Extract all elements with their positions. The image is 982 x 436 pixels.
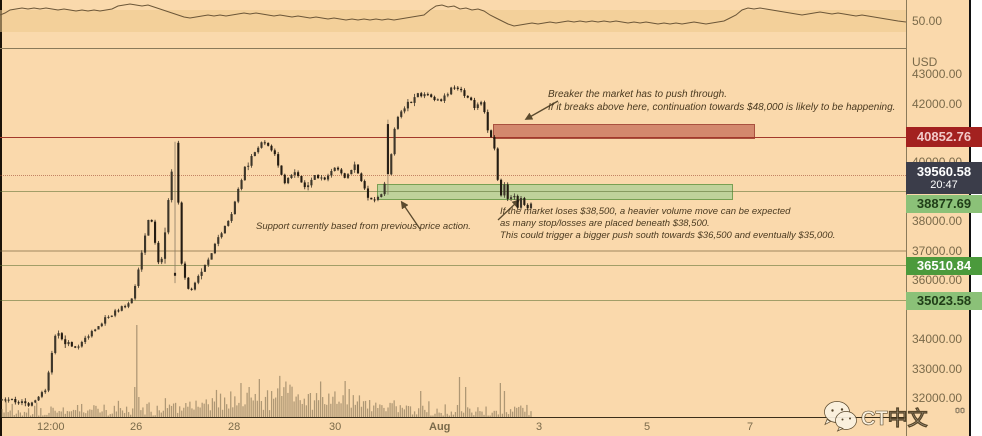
svg-text:oo: oo bbox=[955, 405, 965, 415]
